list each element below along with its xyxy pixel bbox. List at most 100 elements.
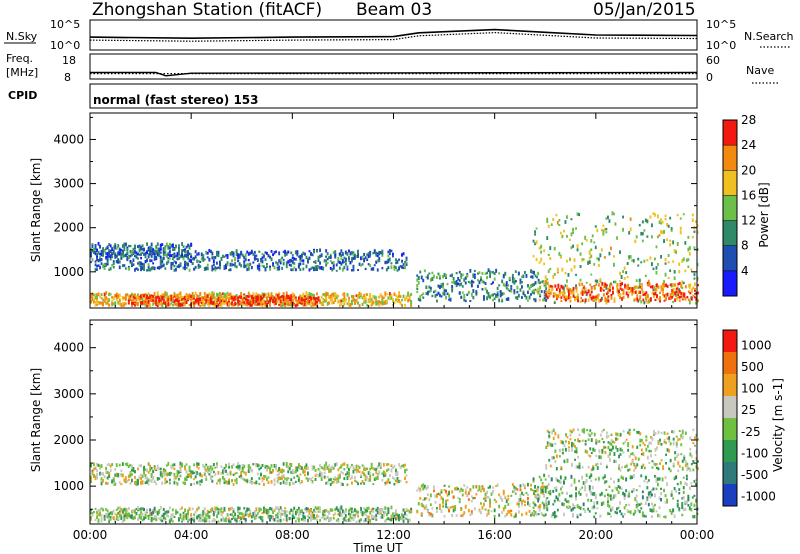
scatter-cell (90, 299, 92, 303)
n-sky-trace (89, 28, 698, 40)
scatter-cell (382, 470, 385, 474)
scatter-cell (228, 269, 230, 272)
scatter-cell (355, 509, 358, 514)
scatter-cell (141, 512, 144, 517)
scatter-cell (683, 292, 686, 296)
scatter-cell (190, 470, 193, 474)
scatter-cell (188, 244, 191, 247)
scatter-cell (238, 253, 241, 258)
scatter-cell (220, 293, 223, 298)
scatter-cell (182, 257, 185, 261)
scatter-cell (168, 303, 171, 307)
scatter-cell (176, 473, 179, 478)
scatter-cell (338, 266, 341, 270)
scatter-cell (384, 260, 387, 265)
scatter-cell (97, 250, 100, 255)
scatter-cell (167, 257, 170, 260)
scatter-cell (178, 250, 180, 254)
scatter-cell (196, 253, 199, 256)
scatter-cell (341, 463, 344, 466)
scatter-cell (546, 504, 549, 507)
scatter-cell (390, 249, 393, 253)
scatter-cell (97, 259, 100, 262)
scatter-cell (489, 295, 491, 299)
scatter-cell (338, 510, 341, 514)
scatter-cell (439, 493, 441, 497)
scatter-cell (369, 511, 372, 515)
scatter-cell (431, 271, 434, 275)
scatter-cell (144, 474, 147, 478)
scatter-cell (364, 467, 367, 472)
scatter-cell (191, 296, 194, 301)
scatter-cell (168, 253, 171, 258)
scatter-cell (261, 477, 264, 481)
scatter-cell (498, 493, 501, 497)
scatter-cell (161, 259, 164, 264)
scatter-cell (641, 220, 644, 224)
scatter-cell (300, 255, 303, 259)
scatter-cell (237, 259, 240, 263)
scatter-cell (308, 256, 311, 260)
scatter-cell (206, 470, 209, 474)
scatter-cell (322, 513, 325, 517)
scatter-cell (310, 296, 312, 301)
scatter-cell (209, 249, 212, 254)
scatter-cell (448, 490, 450, 493)
scatter-cell (317, 510, 320, 513)
scatter-cell (446, 493, 449, 497)
scatter-cell (681, 280, 684, 285)
scatter-cell (343, 256, 346, 260)
scatter-cell (229, 294, 232, 299)
scatter-cell (379, 293, 382, 297)
scatter-cell (634, 290, 637, 294)
scatter-cell (131, 478, 133, 483)
scatter-cell (260, 302, 262, 307)
scatter-cell (153, 292, 156, 296)
scatter-cell (593, 501, 596, 506)
scatter-cell (552, 503, 555, 506)
scatter-cell (626, 509, 629, 513)
scatter-cell (111, 300, 114, 305)
scatter-cell (599, 253, 602, 258)
scatter-cell (273, 509, 276, 512)
scatter-cell (97, 508, 100, 513)
scatter-cell (175, 268, 177, 272)
scatter-cell (610, 246, 612, 251)
scatter-cell (379, 462, 382, 467)
scatter-cell (585, 281, 588, 284)
scatter-cell (284, 297, 287, 300)
scatter-cell (156, 295, 159, 299)
scatter-cell (123, 301, 126, 305)
scatter-cell (502, 491, 505, 496)
scatter-cell (486, 289, 488, 294)
scatter-cell (261, 253, 264, 256)
scatter-cell (117, 301, 120, 305)
scatter-cell (217, 266, 220, 269)
scatter-cell (314, 474, 317, 477)
scatter-cell (316, 300, 318, 304)
scatter-cell (219, 292, 221, 296)
scatter-cell (473, 507, 476, 511)
scatter-cell (687, 290, 690, 293)
scatter-cell (399, 301, 402, 305)
scatter-cell (156, 252, 159, 257)
scatter-cell (376, 506, 379, 510)
scatter-cell (304, 516, 306, 520)
scatter-cell (162, 512, 165, 516)
scatter-cell (524, 484, 526, 487)
scatter-cell (117, 506, 120, 510)
scatter-cell (329, 466, 332, 470)
scatter-cell (165, 472, 168, 477)
scatter-cell (124, 514, 127, 517)
scatter-cell (492, 293, 494, 297)
scatter-cell (146, 250, 148, 255)
scatter-cell (276, 473, 279, 476)
scatter-cell (181, 295, 183, 300)
scatter-cell (299, 466, 302, 471)
scatter-cell (185, 254, 188, 258)
scatter-cell (129, 250, 132, 254)
scatter-cell (369, 250, 372, 254)
scatter-cell (502, 273, 505, 278)
scatter-cell (514, 487, 517, 490)
scatter-cell (674, 298, 677, 302)
